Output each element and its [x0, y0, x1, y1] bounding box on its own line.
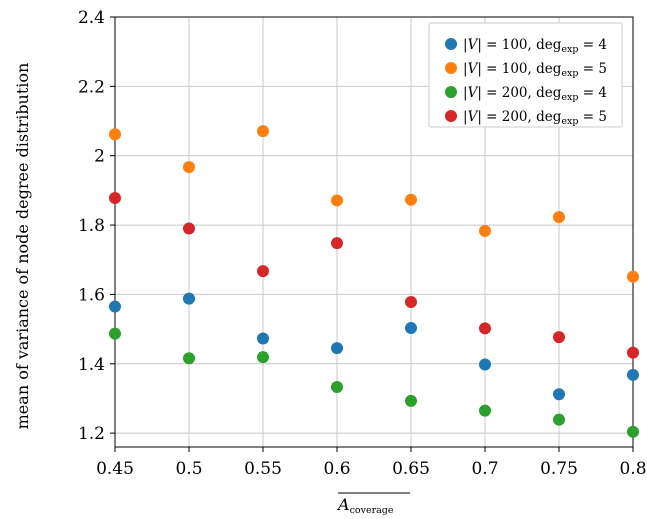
data-point-series-3: [183, 352, 195, 365]
x-tick-label: 0.8: [619, 459, 646, 479]
data-point-series-1: [183, 292, 195, 305]
data-points: [109, 125, 639, 438]
legend-marker-4: [445, 110, 457, 122]
data-point-series-3: [405, 394, 417, 407]
data-point-series-2: [257, 125, 269, 138]
plot-frame: [114, 16, 634, 448]
data-point-series-1: [257, 332, 269, 345]
legend: |V| = 100, degexp = 4 |V| = 100, degexp =…: [428, 22, 623, 128]
y-tick-label: 1.8: [78, 216, 105, 236]
data-point-series-2: [183, 161, 195, 174]
data-point-series-4: [331, 237, 343, 250]
data-point-series-3: [331, 381, 343, 394]
x-axis-label-base: A: [336, 495, 350, 514]
data-point-series-4: [627, 346, 639, 359]
data-point-series-3: [553, 413, 565, 426]
x-tick-label: 0.45: [96, 459, 134, 479]
data-point-series-2: [479, 224, 491, 237]
data-point-series-1: [405, 322, 417, 335]
x-tick-label: 0.75: [540, 459, 578, 479]
y-tick-label: 1.2: [78, 424, 105, 444]
data-point-series-4: [183, 222, 195, 235]
y-tick-label: 1.6: [78, 285, 105, 305]
data-point-series-1: [109, 300, 121, 313]
data-point-series-3: [109, 327, 121, 340]
data-point-series-1: [331, 342, 343, 355]
data-point-series-1: [553, 388, 565, 401]
legend-marker-1: [445, 38, 457, 50]
data-point-series-2: [331, 194, 343, 207]
legend-entry-3: |V| = 200, degexp = 4: [463, 85, 607, 103]
x-tick-label: 0.65: [392, 459, 430, 479]
x-tick-label: 0.5: [175, 459, 202, 479]
legend-entry-1: |V| = 100, degexp = 4: [463, 37, 607, 55]
data-point-series-2: [627, 270, 639, 283]
legend-marker-2: [445, 62, 457, 74]
y-axis-label: mean of variance of node degree distribu…: [13, 63, 32, 430]
data-point-series-2: [405, 193, 417, 206]
data-point-series-4: [405, 296, 417, 309]
legend-marker-3: [445, 86, 457, 98]
data-point-series-3: [627, 425, 639, 438]
data-point-series-4: [257, 265, 269, 278]
y-tick-label: 1.4: [78, 355, 105, 375]
legend-entry-4: |V| = 200, degexp = 5: [463, 109, 607, 127]
data-point-series-3: [257, 351, 269, 364]
x-tick-label: 0.6: [323, 459, 350, 479]
y-tick-label: 2.2: [78, 77, 105, 97]
data-point-series-1: [627, 368, 639, 381]
data-point-series-4: [109, 192, 121, 205]
data-point-series-3: [479, 404, 491, 417]
data-point-series-2: [553, 211, 565, 224]
data-point-series-4: [553, 331, 565, 344]
y-tick-label: 2: [94, 147, 105, 167]
x-tick-label: 0.7: [471, 459, 498, 479]
x-tick-label: 0.55: [244, 459, 282, 479]
data-point-series-1: [479, 358, 491, 371]
x-axis-label: Acoverage: [336, 492, 410, 516]
x-axis-label-sub: coverage: [350, 505, 394, 516]
legend-entry-2: |V| = 100, degexp = 5: [463, 61, 607, 79]
data-point-series-2: [109, 128, 121, 141]
data-point-series-4: [479, 322, 491, 335]
axis-ticks: 0.45 0.5 0.55 0.6 0.65 0.7 0.75 0.8 1.2 1.4 1.6 1.8…: [78, 8, 647, 479]
svg-text:Acoverage: Acoverage: [336, 495, 394, 516]
y-tick-label: 2.4: [78, 8, 105, 28]
